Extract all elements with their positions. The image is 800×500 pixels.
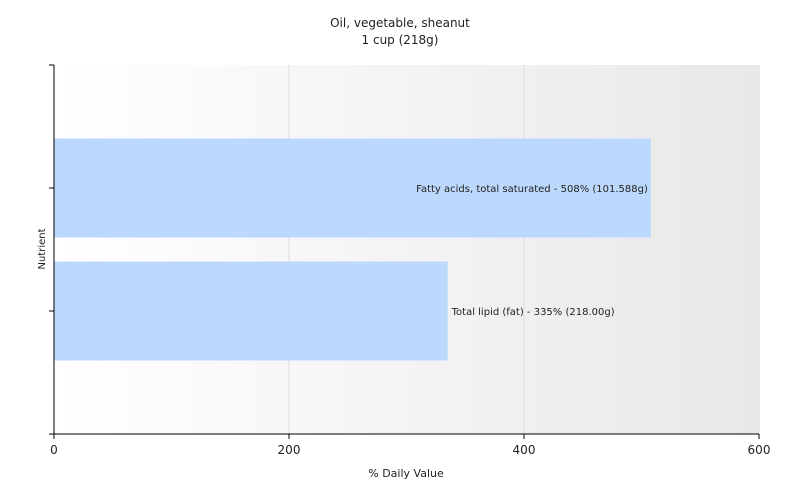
x-tick-label: 400 — [513, 443, 536, 457]
x-axis-ticks: 0 200 400 600 — [50, 434, 770, 457]
x-axis-label: % Daily Value — [368, 467, 444, 480]
bar-data-label: Fatty acids, total saturated - 508% (101… — [416, 184, 648, 195]
gridlines — [288, 65, 760, 434]
bar-data-label: Total lipid (fat) - 335% (218.00g) — [451, 307, 615, 318]
x-tick-label: 200 — [278, 443, 301, 457]
bars — [54, 138, 651, 361]
chart-title: Oil, vegetable, sheanut — [330, 16, 470, 30]
x-tick-label: 0 — [50, 443, 58, 457]
bar — [54, 138, 651, 238]
plot-area — [54, 65, 759, 434]
y-axis-label: Nutrient — [37, 228, 48, 269]
y-axis-ticks — [49, 64, 54, 435]
x-tick-label: 600 — [748, 443, 771, 457]
bar — [54, 261, 448, 361]
data-labels: Fatty acids, total saturated - 508% (101… — [416, 184, 648, 318]
chart-subtitle: 1 cup (218g) — [362, 33, 439, 47]
